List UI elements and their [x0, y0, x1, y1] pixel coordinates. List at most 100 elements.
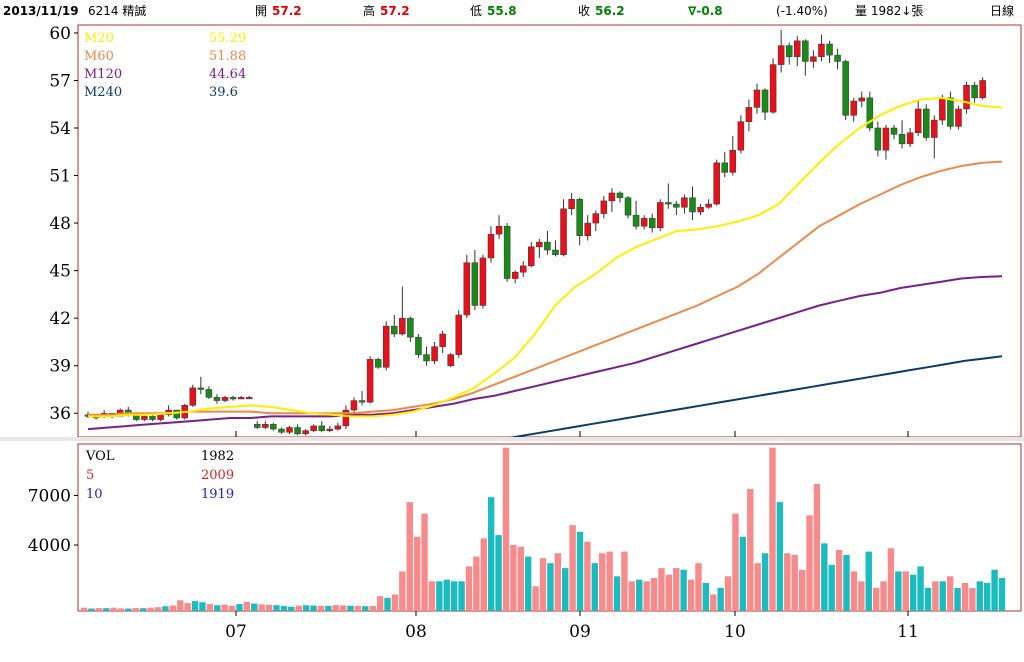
- volume-bar-up: [510, 545, 517, 611]
- candle-down: [890, 127, 898, 135]
- volume-chart: 4000 7000 07 08 09 10 11: [28, 443, 1022, 642]
- candle-down: [665, 202, 672, 205]
- low-value: 55.8: [487, 4, 517, 18]
- volume-bar-down: [450, 581, 458, 611]
- price-y-tick-label: 60: [49, 24, 71, 44]
- legend-vol5-name: 5: [86, 468, 95, 483]
- candle-down: [624, 197, 632, 216]
- volume-y-tick-label: 7000: [28, 487, 71, 507]
- volume-bar-down: [909, 574, 917, 611]
- candle-down: [318, 425, 325, 431]
- candle-down: [173, 409, 180, 419]
- volume-bar-down: [436, 581, 443, 611]
- candle-down: [826, 43, 833, 56]
- volume-bar-up: [754, 563, 761, 611]
- volume-bar-up: [465, 566, 473, 611]
- candle-down: [503, 225, 511, 279]
- candle-up: [979, 80, 986, 99]
- volume-bar-up: [724, 576, 732, 611]
- volume-bar-down: [125, 608, 132, 611]
- volume-bar-up: [806, 515, 813, 611]
- volume-bar-up: [732, 513, 739, 611]
- legend-m20-name: M20: [84, 31, 114, 46]
- volume-bar-down: [191, 601, 199, 611]
- candle-down: [866, 97, 874, 129]
- volume-bar-down: [162, 606, 169, 611]
- candle-up: [939, 97, 946, 121]
- candle-down: [229, 397, 237, 400]
- volume-bar-up: [517, 546, 524, 611]
- candle-up: [431, 346, 438, 362]
- price-panel: 36 39 42 45 48 51 54 57 60 M20 55.29 M60 51.88 M…: [0, 22, 1024, 437]
- price-y-tick-label: 45: [49, 262, 71, 282]
- volume-bar-up: [473, 556, 480, 611]
- legend-m240-value: 39.6: [209, 85, 238, 100]
- price-y-tick-label: 36: [49, 404, 71, 424]
- legend-m240-name: M240: [84, 85, 123, 100]
- volume-bar-up: [650, 578, 658, 611]
- candle-up: [560, 208, 567, 256]
- candle-down: [689, 197, 696, 213]
- candle-down: [205, 389, 213, 398]
- volume-bar-down: [702, 582, 710, 611]
- candle-down: [842, 61, 849, 116]
- volume-bar-up: [835, 549, 843, 611]
- volume-bar-down: [302, 605, 310, 611]
- volume-bar-down: [443, 579, 450, 611]
- price-y-tick-label: 51: [49, 167, 71, 187]
- candle-up: [237, 397, 245, 400]
- volume-bar-up: [798, 569, 806, 611]
- open-value: 57.2: [272, 4, 302, 18]
- volume-bar-up: [221, 604, 228, 611]
- volume-bar-up: [339, 605, 347, 611]
- stock-name: 6214 精誠: [88, 4, 147, 18]
- volume-summary: 量 1982↓張: [855, 4, 924, 18]
- volume-bar-up: [599, 553, 606, 611]
- volume-bar-down: [236, 604, 243, 611]
- candle-up: [640, 218, 648, 227]
- candle-up: [657, 202, 664, 229]
- candle-up: [777, 45, 785, 65]
- volume-bar-down: [924, 587, 932, 611]
- ma-legend: M20 55.29 M60 51.88 M120 44.64 M240 39.6: [84, 30, 246, 102]
- candle-up: [141, 416, 148, 420]
- volume-bar-down: [273, 605, 280, 611]
- x-month-label: 07: [225, 622, 247, 642]
- volume-bar-up: [295, 605, 302, 611]
- price-y-tick-label: 48: [49, 214, 71, 234]
- x-month-label: 11: [897, 622, 919, 642]
- candle-down: [834, 54, 841, 62]
- volume-bar-down: [140, 608, 147, 611]
- volume-bar-up: [354, 605, 362, 611]
- volume-bar-down: [325, 605, 332, 611]
- volume-bar-down: [865, 551, 872, 611]
- change-value: ∇-0.8: [688, 4, 723, 18]
- volume-bar-down: [384, 597, 391, 611]
- volume-bar-down: [954, 587, 961, 611]
- volume-bar-down: [524, 556, 532, 611]
- volume-bar-up: [695, 563, 702, 611]
- candle-up: [882, 127, 890, 151]
- candle-up: [810, 56, 817, 62]
- x-month-label: 09: [569, 622, 591, 642]
- period-selector[interactable]: 日線: [990, 4, 1015, 18]
- volume-bar-up: [584, 541, 591, 611]
- volume-bar-up: [932, 581, 939, 611]
- candle-up: [753, 89, 761, 108]
- volume-bar-up: [569, 525, 576, 611]
- price-y-tick-label: 57: [49, 71, 71, 91]
- legend-vol10-value: 1919: [201, 487, 235, 502]
- volume-bar-up: [858, 581, 865, 611]
- volume-bar-down: [458, 581, 465, 611]
- volume-bar-down: [199, 602, 206, 611]
- volume-bar-up: [747, 488, 754, 611]
- candle-up: [455, 314, 463, 355]
- volume-bar-up: [673, 568, 680, 611]
- candle-up: [399, 317, 406, 335]
- volume-bar-down: [576, 531, 584, 611]
- volume-bar-up: [769, 447, 776, 611]
- volume-bar-up: [658, 568, 665, 611]
- volume-bar-down: [843, 554, 850, 611]
- candle-up: [705, 203, 712, 208]
- candle-down: [874, 127, 882, 151]
